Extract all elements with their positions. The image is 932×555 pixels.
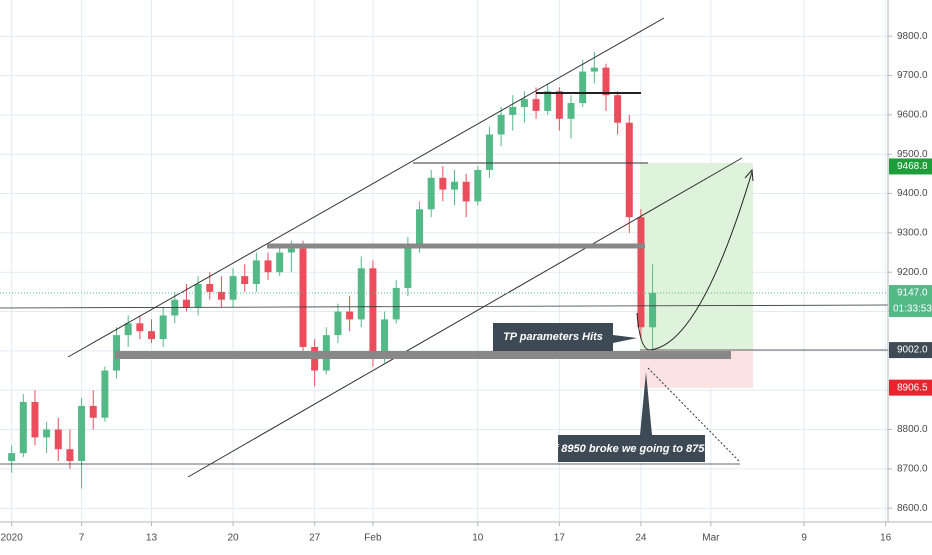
candle-body bbox=[392, 287, 400, 320]
candle-body bbox=[264, 260, 272, 273]
candle-body bbox=[276, 252, 284, 273]
y-tick-label: 9600.0 bbox=[897, 109, 928, 120]
annotation: TP parameters Hits bbox=[503, 331, 603, 343]
zones bbox=[640, 163, 753, 388]
x-tick-label: Mar bbox=[702, 533, 720, 544]
price-label: 9002.0 bbox=[897, 345, 928, 356]
x-tick-label: 2020 bbox=[1, 533, 24, 544]
x-tick-label: 16 bbox=[880, 533, 892, 544]
candle-body bbox=[474, 169, 482, 202]
candle-body bbox=[194, 283, 202, 308]
candle-body bbox=[252, 260, 260, 284]
projection-curve bbox=[636, 171, 753, 351]
candle-body bbox=[555, 91, 563, 119]
price-label-bg bbox=[889, 342, 932, 359]
candle-body bbox=[439, 177, 447, 190]
price-label-bg bbox=[889, 285, 932, 318]
y-tick-label: 9300.0 bbox=[897, 227, 928, 238]
annotation: if 8950 broke we going to 8750 bbox=[552, 443, 712, 455]
level-line bbox=[0, 304, 889, 309]
candle-body bbox=[229, 276, 237, 300]
drawings bbox=[0, 17, 889, 478]
x-tick-label: 9 bbox=[801, 533, 807, 544]
candle-body bbox=[450, 181, 458, 190]
candle-body bbox=[31, 401, 39, 438]
price-label: 9468.8 bbox=[897, 161, 928, 172]
callout-box bbox=[493, 323, 637, 351]
candle-body bbox=[66, 449, 74, 461]
y-tick-label: 8600.0 bbox=[897, 503, 928, 514]
callout-box bbox=[558, 372, 705, 462]
candle-body bbox=[637, 217, 645, 328]
candle-body bbox=[287, 248, 295, 253]
candle-body bbox=[532, 99, 540, 111]
arrow-head bbox=[744, 168, 754, 182]
y-tick-label: 8700.0 bbox=[897, 464, 928, 475]
channel-bottom bbox=[187, 157, 743, 478]
candle-body bbox=[54, 429, 62, 450]
price-label: 9147.0 bbox=[897, 288, 928, 299]
candle-body bbox=[427, 177, 435, 210]
candle-body bbox=[8, 453, 16, 461]
candle-body bbox=[485, 134, 493, 170]
candle-body bbox=[357, 268, 365, 320]
candle-body bbox=[148, 331, 155, 340]
candle-body bbox=[182, 299, 190, 308]
candle-body bbox=[217, 291, 225, 300]
x-tick-label: 10 bbox=[472, 533, 484, 544]
candle-body bbox=[544, 91, 552, 111]
candle-body bbox=[136, 323, 144, 332]
candle-body bbox=[369, 268, 377, 355]
candle-body bbox=[614, 95, 622, 123]
candle-body bbox=[416, 209, 424, 245]
price-label-bg bbox=[889, 379, 932, 396]
candle-body bbox=[241, 276, 249, 284]
candle-body bbox=[101, 370, 109, 418]
candle-body bbox=[334, 311, 342, 336]
candle-body bbox=[649, 293, 657, 328]
candle-body bbox=[159, 315, 167, 340]
channel-top bbox=[67, 17, 665, 358]
x-tick-label: 20 bbox=[228, 533, 240, 544]
candle-body bbox=[346, 311, 354, 320]
candle-body bbox=[124, 323, 132, 336]
y-tick-label: 8800.0 bbox=[897, 424, 928, 435]
candle-body bbox=[567, 103, 575, 119]
candle-body bbox=[602, 67, 610, 96]
candle-body bbox=[590, 67, 598, 72]
candle-body bbox=[625, 122, 633, 218]
x-tick-label: 13 bbox=[146, 533, 158, 544]
candle-body bbox=[381, 319, 389, 355]
projection-dotted bbox=[647, 367, 741, 463]
x-tick-label: Feb bbox=[364, 533, 382, 544]
candle-body bbox=[19, 401, 27, 454]
candle-body bbox=[89, 405, 97, 418]
price-label-bg bbox=[889, 158, 932, 175]
candle-body bbox=[404, 244, 412, 288]
profit-zone bbox=[640, 163, 753, 350]
x-tick-label: 27 bbox=[309, 533, 321, 544]
candle-body bbox=[509, 106, 517, 115]
y-tick-label: 9700.0 bbox=[897, 70, 928, 81]
candle-body bbox=[579, 71, 587, 104]
candle-body bbox=[299, 248, 307, 347]
axes: 8600.08700.08800.08900.09000.09100.09200… bbox=[1, 31, 932, 544]
candle-body bbox=[206, 283, 214, 292]
candle-body bbox=[43, 429, 51, 438]
candle-body bbox=[497, 114, 505, 135]
candle-body bbox=[520, 99, 528, 107]
y-tick-label: 9800.0 bbox=[897, 31, 928, 42]
x-tick-label: 24 bbox=[635, 533, 647, 544]
candle-body bbox=[78, 405, 86, 461]
x-tick-label: 7 bbox=[79, 533, 85, 544]
x-tick-label: 17 bbox=[554, 533, 566, 544]
y-tick-label: 9500.0 bbox=[897, 149, 928, 160]
y-tick-label: 9400.0 bbox=[897, 188, 928, 199]
price-label: 8906.5 bbox=[897, 382, 928, 393]
countdown: 01:33:53 bbox=[893, 304, 932, 315]
candle-body bbox=[462, 181, 470, 202]
y-tick-label: 9200.0 bbox=[897, 267, 928, 278]
